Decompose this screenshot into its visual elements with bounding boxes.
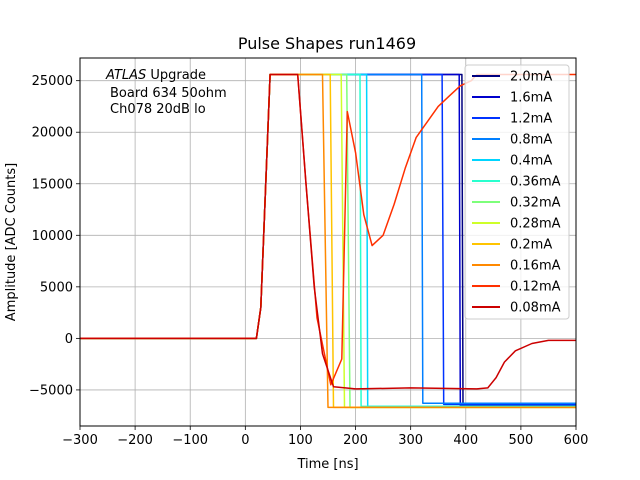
legend-label: 1.6mA [510, 91, 552, 106]
annotation-line1-rest: Upgrade [146, 68, 206, 83]
x-tick-label: 100 [288, 433, 313, 448]
legend-label: 0.12mA [510, 280, 561, 295]
annotation-italic: ATLAS [105, 68, 146, 83]
y-tick-label: 15000 [32, 177, 73, 192]
y-tick-label: 10000 [32, 229, 73, 244]
legend-label: 0.08mA [510, 301, 561, 316]
x-tick-label: 200 [343, 433, 368, 448]
x-axis-ticks: −300 −200 −100 0 100 200 300 400 500 600 [62, 426, 588, 448]
x-tick-label: 500 [508, 433, 533, 448]
chart-title: Pulse Shapes run1469 [238, 34, 416, 53]
x-axis-label: Time [ns] [296, 457, 358, 472]
legend: 2.0mA 1.6mA 1.2mA 0.8mA 0.4mA 0.36mA 0.32mA 0.2… [464, 64, 570, 320]
x-tick-label: 0 [241, 433, 249, 448]
legend-label: 0.28mA [510, 217, 561, 232]
legend-label: 0.4mA [510, 154, 552, 169]
y-tick-label: 25000 [32, 74, 73, 89]
legend-label: 0.32mA [510, 196, 561, 211]
annotation-text: ATLAS Upgrade Board 634 50ohm Ch078 20dB… [105, 68, 227, 117]
legend-label: 0.8mA [510, 133, 552, 148]
legend-label: 0.16mA [510, 259, 561, 274]
x-tick-label: −200 [117, 433, 153, 448]
y-tick-label: 20000 [32, 126, 73, 141]
y-tick-label: 0 [65, 332, 73, 347]
x-tick-label: −100 [172, 433, 208, 448]
legend-box [464, 64, 570, 320]
legend-label: 1.2mA [510, 112, 552, 127]
legend-label: 0.2mA [510, 238, 552, 253]
annotation-line-2: Board 634 50ohm [110, 86, 227, 101]
legend-label: 0.36mA [510, 175, 561, 190]
series-line-0.08mA [80, 73, 576, 390]
y-axis-ticks: −5000 0 5000 10000 15000 20000 25000 [29, 74, 80, 398]
annotation-line-1: ATLAS Upgrade [105, 68, 206, 83]
legend-label: 2.0mA [510, 70, 552, 85]
x-tick-label: 300 [398, 433, 423, 448]
x-tick-label: 400 [453, 433, 478, 448]
annotation-line-3: Ch078 20dB lo [110, 102, 206, 117]
y-axis-label: Amplitude [ADC Counts] [4, 163, 19, 321]
x-tick-label: 600 [564, 433, 589, 448]
series-layer [80, 73, 576, 409]
y-tick-label: 5000 [40, 280, 73, 295]
x-tick-label: −300 [62, 433, 98, 448]
plot-frame [79, 57, 577, 427]
y-tick-label: −5000 [29, 383, 73, 398]
